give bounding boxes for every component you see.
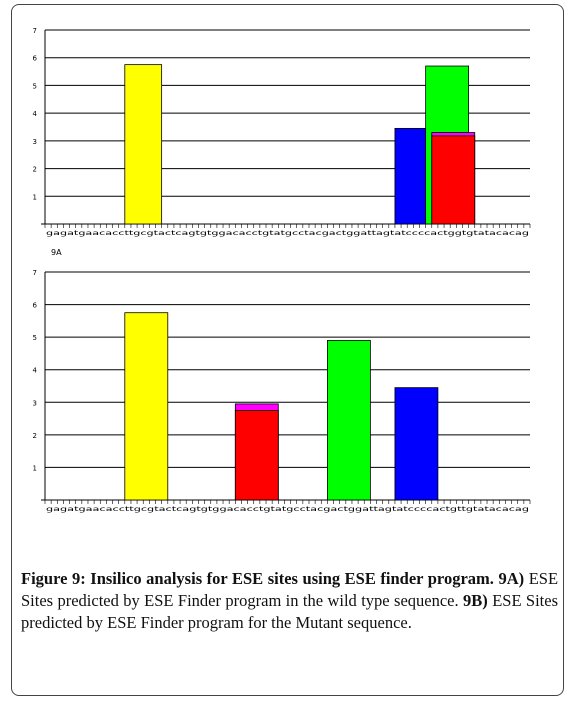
chart-9b-y-tick-label: 1	[33, 464, 37, 472]
chart-9b: 1 2 3 4 5 6 7 gagatgaacaccttgcgtactcagtgtggacac…	[33, 269, 531, 513]
chart-9b-y-tick-label: 7	[33, 269, 37, 277]
chart-9a-sequence-label: gagatgaacaccttgcgtactcagtgtggacacctgtatg…	[46, 230, 529, 237]
chart-9a-y-tick-label: 3	[33, 138, 37, 146]
caption-part-b-text: ESE Sites predicted by ESE Finder progra…	[21, 591, 559, 632]
chart-9a: 1 2 3 4 5 6 7 gagatgaacaccttgcgtactcagtgtggacac…	[33, 27, 531, 237]
caption-part-b-label: 9B)	[463, 591, 488, 610]
figure-charts: 1 2 3 4 5 6 7 gagatgaacaccttgcgtactcagtgtggacac…	[33, 27, 531, 513]
caption-title: Figure 9: Insilico analysis for ESE site…	[21, 569, 494, 588]
chart-9b-bar	[124, 312, 169, 501]
chart-9b-bar	[327, 339, 371, 501]
chart-9b-bar	[234, 410, 279, 501]
chart-9a-y-tick-label: 2	[33, 166, 37, 174]
chart-9a-bar	[431, 135, 476, 225]
chart-9b-y-tick-label: 2	[33, 432, 37, 440]
chart-9a-y-tick-label: 4	[33, 110, 38, 118]
panel-label-9a: 9A	[51, 248, 62, 257]
chart-9a-y-tick-label: 5	[33, 82, 37, 90]
chart-9a-y-tick-label: 1	[33, 193, 37, 201]
chart-9a-y-tick-label: 6	[33, 55, 38, 63]
chart-9b-y-tick-label: 6	[33, 302, 38, 310]
chart-9b-y-tick-label: 4	[33, 367, 38, 375]
chart-9b-y-tick-label: 3	[33, 399, 37, 407]
chart-9b-y-tick-label: 5	[33, 334, 37, 342]
caption-part-a-label: 9A)	[498, 569, 525, 588]
chart-9b-sequence-label: gagatgaacaccttgcgtactcagtgtggacacctgtatg…	[46, 506, 529, 513]
chart-9a-bar	[124, 64, 163, 225]
chart-9b-bar	[394, 387, 439, 501]
caption-part-a-text: ESE Sites predicted by ESE Finder progra…	[21, 569, 559, 610]
figure-frame	[11, 4, 564, 696]
figure-caption: Figure 9: Insilico analysis for ESE site…	[21, 568, 558, 634]
chart-9a-y-tick-label: 7	[33, 27, 37, 35]
